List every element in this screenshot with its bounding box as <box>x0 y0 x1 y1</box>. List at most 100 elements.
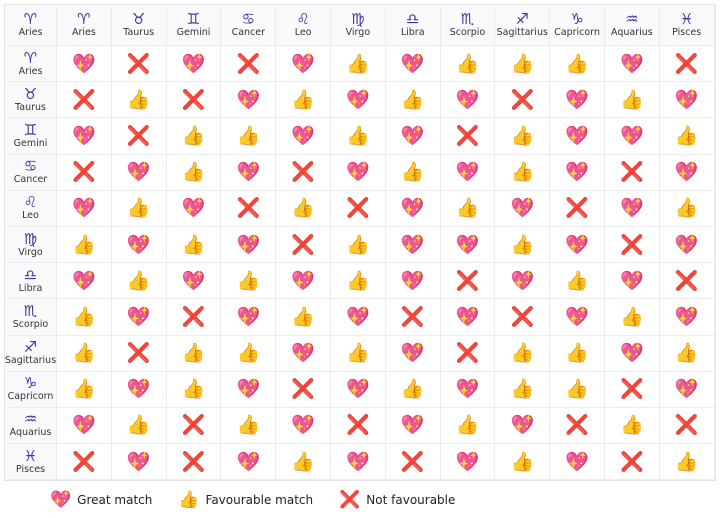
match-icon: 💖 <box>455 378 480 401</box>
match-icon: 👍 <box>236 342 261 365</box>
match-cell: 💖 <box>385 407 441 445</box>
match-icon: 💖 <box>72 414 96 437</box>
sign-symbol: ♍ <box>23 229 38 248</box>
sign-symbol: ♈ <box>23 48 38 67</box>
match-icon: 💖 <box>346 378 370 401</box>
match-icon: 👍 <box>346 233 370 256</box>
match-icon: 👍 <box>510 124 535 147</box>
match-icon: ❌ <box>291 161 315 184</box>
match-icon: 💖 <box>236 88 261 111</box>
match-icon: 💖 <box>400 269 425 292</box>
match-icon: 💖 <box>510 269 535 292</box>
match-icon: 💖 <box>236 161 261 184</box>
match-icon: 👍 <box>126 269 151 292</box>
legend-label: Favourable match <box>205 493 314 507</box>
match-cell: ❌ <box>495 299 551 336</box>
match-cell: 💖 <box>659 371 715 408</box>
match-icon: 👍 <box>291 305 315 328</box>
sign-name: Taurus <box>123 27 155 38</box>
column-header: ♐ Sagittarius <box>495 5 551 46</box>
sign-symbol: ♐ <box>515 10 529 28</box>
match-cell: 👍 <box>166 118 222 155</box>
match-icon: 💖 <box>455 450 480 473</box>
match-cell: ❌ <box>604 371 660 408</box>
match-cell: 💖 <box>659 299 715 336</box>
sign-symbol: ♒ <box>23 410 38 429</box>
match-cell: 👍 <box>659 335 715 372</box>
match-icon: ❌ <box>400 450 425 473</box>
match-cell: 👍 <box>385 154 441 191</box>
match-icon: 💖 <box>400 197 425 220</box>
match-icon: 💖 <box>236 450 261 473</box>
legend-icon: ❌ <box>339 490 361 510</box>
sign-name: Libra <box>400 27 425 38</box>
match-icon: 💖 <box>565 305 589 328</box>
row-header: ♊ Gemini <box>5 118 57 155</box>
match-cell: 💖 <box>221 82 277 119</box>
match-icon: 💖 <box>400 414 425 437</box>
match-icon: 👍 <box>674 197 699 220</box>
sign-symbol: ♑ <box>570 10 584 28</box>
match-icon: 💖 <box>346 88 370 111</box>
match-cell: ❌ <box>166 407 222 445</box>
match-icon: 👍 <box>291 450 315 473</box>
match-cell: 👍 <box>166 154 222 191</box>
match-icon: 👍 <box>291 197 315 220</box>
column-header: ♏ Scorpio <box>440 5 496 46</box>
match-icon: ❌ <box>181 450 206 473</box>
sign-symbol: ♌ <box>23 193 38 212</box>
sign-name: Taurus <box>15 101 46 113</box>
legend-item: ❌ Not favourable <box>339 490 455 510</box>
match-icon: 💖 <box>620 52 644 75</box>
sign-name: Virgo <box>18 246 43 258</box>
match-cell: ❌ <box>440 118 496 155</box>
sign-symbol: ♈ <box>77 10 91 28</box>
match-cell: 👍 <box>659 118 715 155</box>
match-cell: ❌ <box>111 118 167 155</box>
match-cell: 💖 <box>440 371 496 408</box>
match-icon: 👍 <box>346 52 370 75</box>
match-cell: 👍 <box>440 407 496 445</box>
match-icon: 💖 <box>565 124 589 147</box>
match-icon: 💖 <box>346 450 370 473</box>
sign-name: Cancer <box>231 27 266 38</box>
match-icon: 💖 <box>72 52 96 75</box>
match-cell: 👍 <box>111 263 167 300</box>
match-icon: 👍 <box>565 342 589 365</box>
match-cell: 💖 <box>550 82 605 119</box>
match-icon: 💖 <box>565 233 589 256</box>
match-icon: ❌ <box>126 52 151 75</box>
match-icon: 👍 <box>455 52 480 75</box>
match-cell: 💖 <box>385 190 441 227</box>
match-cell: 💖 <box>57 263 112 300</box>
match-icon: 💖 <box>291 52 315 75</box>
match-icon: ❌ <box>291 378 315 401</box>
sign-symbol: ♈ <box>23 10 38 28</box>
match-icon: 👍 <box>510 378 535 401</box>
match-cell: 👍 <box>440 46 496 83</box>
match-icon: 💖 <box>126 305 151 328</box>
match-cell: 👍 <box>495 46 551 83</box>
match-icon: 💖 <box>126 378 151 401</box>
match-icon: 👍 <box>181 342 206 365</box>
match-cell: ❌ <box>276 154 331 191</box>
match-icon: 💖 <box>72 269 96 292</box>
match-cell: ❌ <box>330 190 386 227</box>
match-cell: 💖 <box>166 190 222 227</box>
match-cell: 💖 <box>440 299 496 336</box>
match-icon: 💖 <box>291 269 315 292</box>
row-header: ♉ Taurus <box>5 82 57 119</box>
match-cell: 💖 <box>221 371 277 408</box>
sign-name: Aries <box>71 27 96 38</box>
match-cell: ❌ <box>330 407 386 445</box>
match-icon: 💖 <box>510 414 535 437</box>
match-cell: 👍 <box>659 190 715 227</box>
match-icon: 💖 <box>400 124 425 147</box>
match-icon: 👍 <box>72 342 96 365</box>
match-cell: 💖 <box>221 154 277 191</box>
match-icon: 👍 <box>620 305 644 328</box>
sign-symbol: ♎ <box>405 10 420 28</box>
match-cell: ❌ <box>221 190 277 227</box>
match-icon: 💖 <box>674 233 699 256</box>
